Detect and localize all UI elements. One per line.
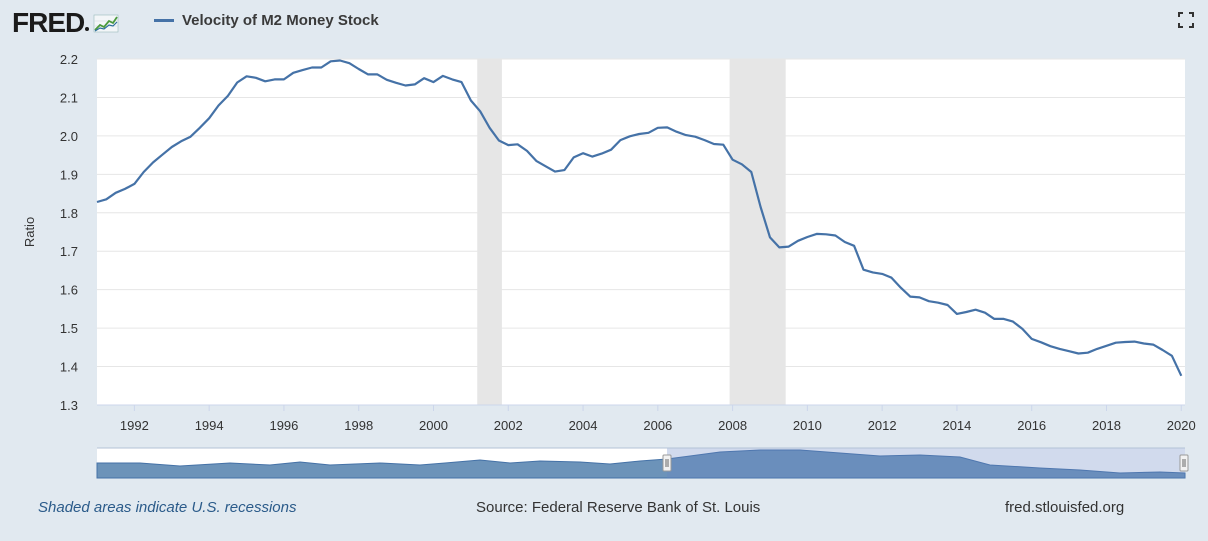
recession-note[interactable]: Shaded areas indicate U.S. recessions [38,499,297,516]
plot-area [97,59,1185,405]
x-tick-label: 2020 [1167,418,1196,433]
y-tick-label: 1.7 [60,244,78,259]
y-tick-label: 1.3 [60,398,78,413]
y-axis-label: Ratio [22,217,37,247]
navigator-series-area [96,449,1186,479]
x-tick-label: 2016 [1017,418,1046,433]
x-tick-label: 1992 [120,418,149,433]
recession-layer [477,59,786,405]
logo-dot [85,27,90,31]
x-tick-labels: 1992 1994 1996 1998 2000 2002 2004 2006 2008 2010… [120,405,1196,433]
legend-series-label: Velocity of M2 Money Stock [182,12,379,29]
navigator[interactable] [96,447,1189,479]
navigator-left-handle[interactable] [662,454,672,472]
y-tick-label: 1.6 [60,283,78,298]
y-tick-label: 2.0 [60,129,78,144]
x-tick-label: 1994 [195,418,224,433]
fullscreen-icon[interactable] [1178,12,1194,28]
x-tick-label: 1996 [269,418,298,433]
logo-text: FRED [12,7,85,38]
y-tick-label: 1.4 [60,360,78,375]
x-tick-label: 2014 [942,418,971,433]
x-tick-label: 2012 [868,418,897,433]
y-tick-label: 1.8 [60,206,78,221]
recession-band [477,59,502,405]
x-tick-label: 2000 [419,418,448,433]
site-link[interactable]: fred.stlouisfed.org [1005,499,1125,516]
source-text: Source: Federal Reserve Bank of St. Loui… [476,499,761,516]
y-tick-labels: 2.2 2.1 2.0 1.9 1.8 1.7 1.6 1.5 1.4 1.3 [60,52,78,413]
x-tick-label: 1998 [344,418,373,433]
legend-line-swatch [154,19,174,22]
x-tick-label: 2008 [718,418,747,433]
navigator-selected-range[interactable] [667,448,1185,478]
x-tick-label: 2010 [793,418,822,433]
x-tick-label: 2006 [643,418,672,433]
recession-band [729,59,786,405]
y-tick-label: 2.1 [60,90,78,105]
chart-legend: Velocity of M2 Money Stock [154,12,379,29]
x-tick-label: 2004 [569,418,598,433]
y-tick-label: 2.2 [60,52,78,67]
navigator-right-handle[interactable] [1179,454,1189,472]
series-layer [96,59,1183,377]
fred-graph-icon [93,14,119,33]
y-tick-label: 1.5 [60,321,78,336]
fred-logo[interactable]: FRED [12,7,119,38]
series-line [96,59,1183,377]
x-tick-label: 2018 [1092,418,1121,433]
y-tick-label: 1.9 [60,167,78,182]
x-tick-label: 2002 [494,418,523,433]
